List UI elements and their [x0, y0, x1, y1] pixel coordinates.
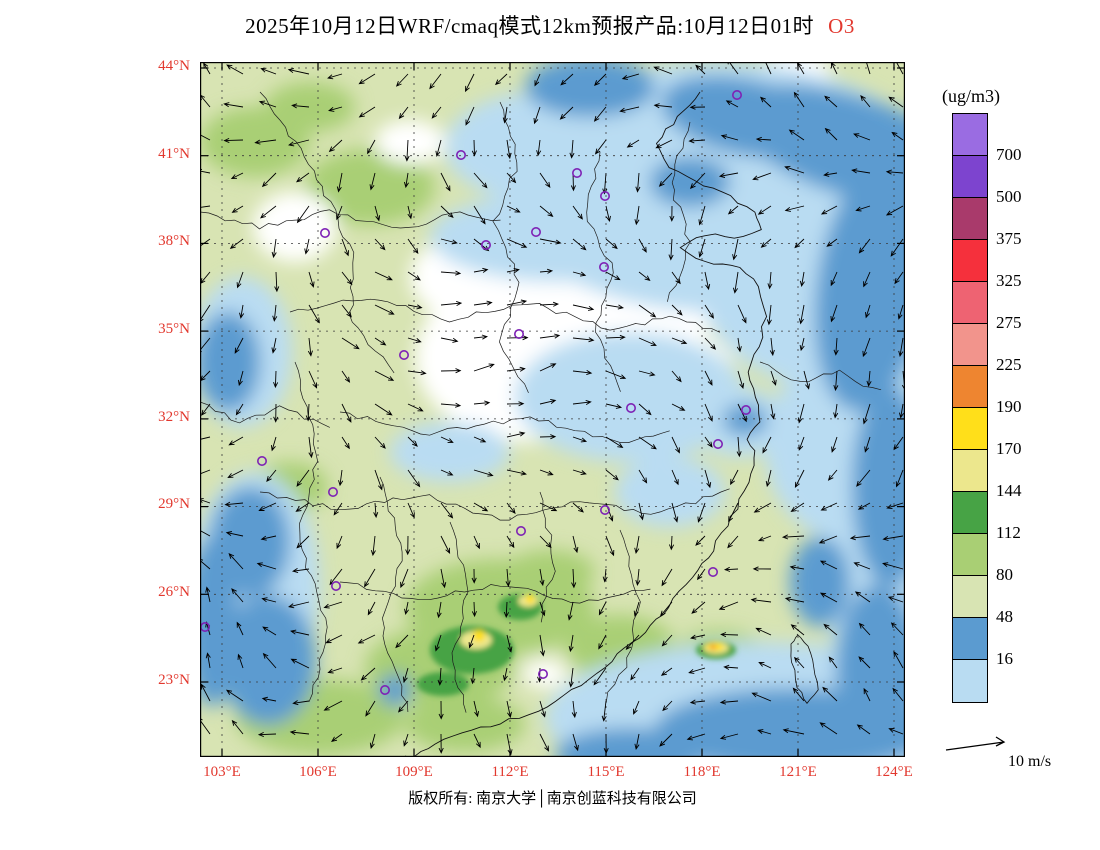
colorbar-level-label: 700 [996, 145, 1022, 164]
station-marker [537, 668, 548, 679]
colorbar-level-label: 112 [996, 523, 1021, 542]
station-marker [598, 262, 609, 273]
station-marker [331, 580, 342, 591]
station-marker [328, 486, 339, 497]
figure-title: 2025年10月12日WRF/cmaq模式12km预报产品:10月12日01时 O… [0, 10, 1100, 40]
lon-tick-label: 124°E [875, 764, 913, 780]
lon-tick-label: 109°E [395, 764, 433, 780]
station-marker [625, 402, 636, 413]
station-marker [530, 227, 541, 238]
colorbar-segment [953, 156, 987, 198]
lat-tick-label: 41°N [158, 146, 190, 162]
station-marker [599, 504, 610, 515]
lat-tick-label: 23°N [158, 672, 190, 688]
lon-tick-label: 112°E [491, 764, 529, 780]
station-marker [599, 191, 610, 202]
colorbar-unit: (ug/m3) [942, 86, 1000, 106]
colorbar-level-label: 500 [996, 187, 1022, 206]
station-marker [480, 240, 491, 251]
station-marker [571, 168, 582, 179]
colorbar-level-label: 275 [996, 313, 1022, 332]
lat-tick-label: 35°N [158, 321, 190, 337]
colorbar-level-label: 16 [996, 649, 1013, 668]
coastline [414, 91, 768, 757]
lat-tick-label: 26°N [158, 584, 190, 600]
colorbar-segment [953, 450, 987, 492]
colorbar [952, 113, 988, 703]
colorbar-segment [953, 282, 987, 324]
station-marker [740, 404, 751, 415]
station-marker [513, 328, 524, 339]
lat-tick-label: 38°N [158, 233, 190, 249]
colorbar-segment [953, 198, 987, 240]
lat-tick-label: 29°N [158, 496, 190, 512]
colorbar-segment [953, 114, 987, 156]
colorbar-segment [953, 408, 987, 450]
wind-vectors [200, 62, 905, 756]
map-frame [200, 62, 905, 757]
wind-reference-label: 10 m/s [1008, 753, 1052, 770]
colorbar-segment [953, 576, 987, 618]
wind-reference-arrow [945, 736, 1006, 751]
axis-ticks [200, 62, 905, 757]
lon-tick-label: 115°E [587, 764, 625, 780]
station-marker [320, 228, 331, 239]
title-text: 2025年10月12日WRF/cmaq模式12km预报产品:10月12日01时 [245, 14, 815, 38]
colorbar-segment [953, 492, 987, 534]
lat-tick-label: 32°N [158, 409, 190, 425]
title-pollutant: O3 [828, 14, 855, 38]
station-marker [731, 89, 742, 100]
o3-field-maxima [417, 594, 736, 696]
colorbar-level-label: 80 [996, 565, 1013, 584]
colorbar-segment [953, 240, 987, 282]
lon-tick-label: 121°E [779, 764, 817, 780]
station-marker [380, 684, 391, 695]
colorbar-level-label: 190 [996, 397, 1022, 416]
station-marker [515, 525, 526, 536]
o3-field [200, 62, 905, 757]
colorbar-segment [953, 660, 987, 702]
colorbar-segment [953, 366, 987, 408]
colorbar-segment [953, 534, 987, 576]
copyright-footer: 版权所有: 南京大学│南京创蓝科技有限公司 [408, 791, 697, 807]
station-marker [399, 349, 410, 360]
colorbar-level-label: 144 [996, 481, 1022, 500]
colorbar-segment [953, 324, 987, 366]
province-borders [200, 91, 882, 713]
lon-tick-label: 106°E [299, 764, 337, 780]
colorbar-segment [953, 618, 987, 660]
taiwan-outline [790, 633, 819, 704]
station-marker [256, 455, 267, 466]
station-marker [455, 150, 466, 161]
colorbar-level-label: 375 [996, 229, 1022, 248]
colorbar-level-label: 48 [996, 607, 1013, 626]
station-marker [712, 438, 723, 449]
map-plot [200, 62, 905, 757]
station-marker [707, 566, 718, 577]
lon-tick-label: 103°E [203, 764, 241, 780]
colorbar-level-label: 225 [996, 355, 1022, 374]
lat-tick-label: 44°N [158, 58, 190, 74]
station-markers [200, 89, 751, 695]
lon-tick-label: 118°E [683, 764, 721, 780]
colorbar-level-label: 325 [996, 271, 1022, 290]
colorbar-level-label: 170 [996, 439, 1022, 458]
